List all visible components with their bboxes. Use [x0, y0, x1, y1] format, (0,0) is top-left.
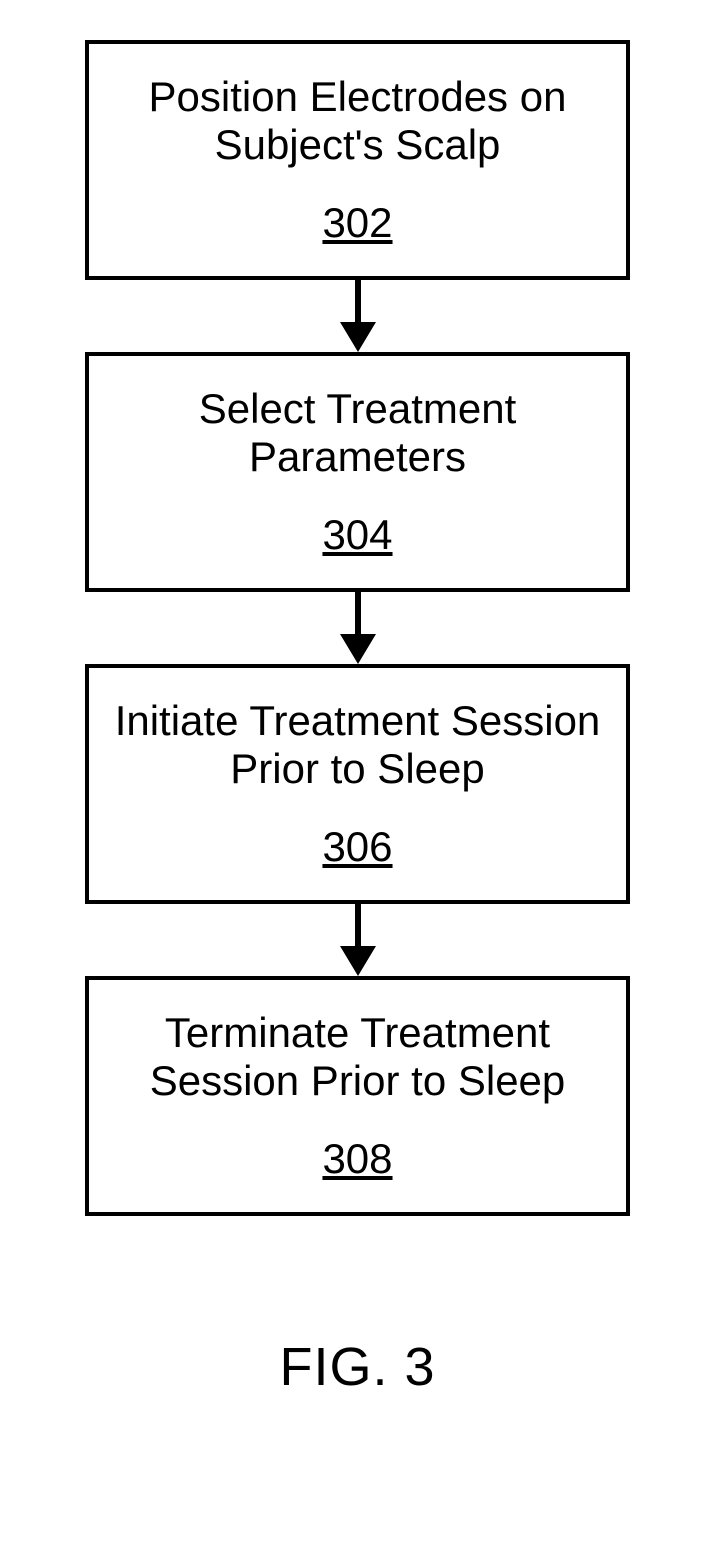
- flowchart-node: Initiate Treatment Session Prior to Slee…: [85, 664, 630, 904]
- node-label: Select Treatment Parameters: [89, 385, 626, 482]
- arrow-line: [355, 592, 361, 634]
- arrow-down-icon: [340, 280, 376, 352]
- node-ref: 308: [322, 1135, 392, 1183]
- node-label: Position Electrodes on Subject's Scalp: [89, 73, 626, 170]
- node-ref: 304: [322, 511, 392, 559]
- figure-label: FIG. 3: [279, 1336, 435, 1398]
- node-label: Initiate Treatment Session Prior to Slee…: [89, 697, 626, 794]
- arrow-head: [340, 946, 376, 976]
- flowchart-container: Position Electrodes on Subject's Scalp 3…: [0, 40, 715, 1216]
- flowchart-node: Position Electrodes on Subject's Scalp 3…: [85, 40, 630, 280]
- arrow-line: [355, 280, 361, 322]
- node-ref: 306: [322, 823, 392, 871]
- arrow-line: [355, 904, 361, 946]
- arrow-down-icon: [340, 592, 376, 664]
- arrow-head: [340, 634, 376, 664]
- node-ref: 302: [322, 199, 392, 247]
- arrow-head: [340, 322, 376, 352]
- arrow-down-icon: [340, 904, 376, 976]
- flowchart-node: Select Treatment Parameters 304: [85, 352, 630, 592]
- node-label: Terminate Treatment Session Prior to Sle…: [89, 1009, 626, 1106]
- flowchart-node: Terminate Treatment Session Prior to Sle…: [85, 976, 630, 1216]
